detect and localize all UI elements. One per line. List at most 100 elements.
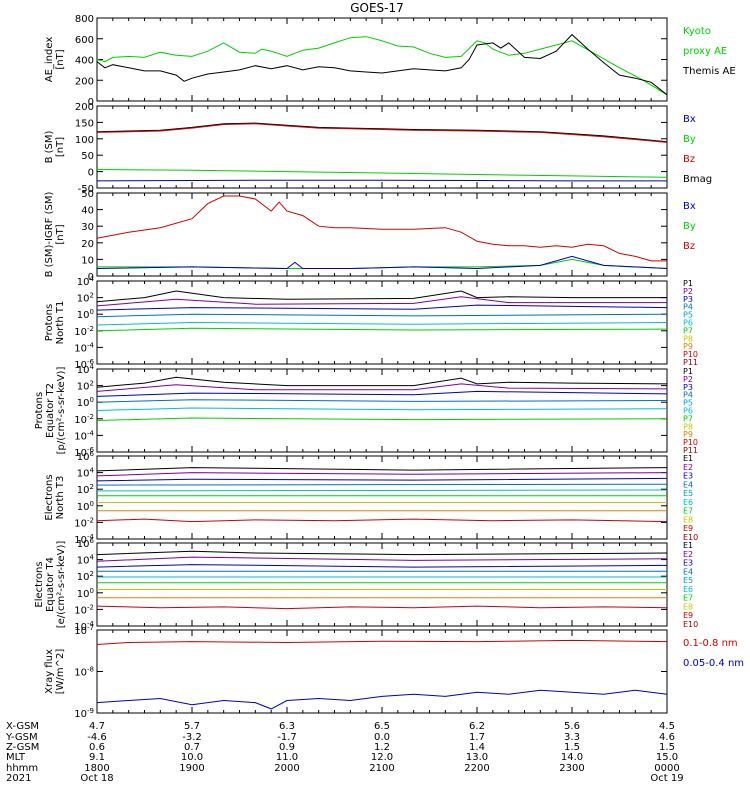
legend-entry-xray: 0.1-0.8 nm	[683, 638, 738, 649]
y-tick-label-electrons-t4: 106	[77, 537, 95, 550]
axis-cell: -1.7	[277, 732, 297, 743]
legend-entry-bsm: Bx	[683, 114, 696, 125]
y-axis-label-bdiff: [nT]	[55, 224, 66, 244]
axis-cell: 13.0	[466, 752, 488, 763]
axis-cell: Oct 19	[650, 773, 683, 784]
series-line-protons-t1-p1	[96, 290, 667, 303]
legend-entry-electrons-t4: E6	[683, 585, 693, 594]
axis-row-label: Y-GSM	[5, 732, 38, 743]
series-line-protons-t2-p4	[96, 399, 668, 403]
series-line-electrons-t3-e5	[96, 489, 668, 492]
y-tick-label-xray: 10-8	[74, 666, 94, 679]
legend-entry-protons-t2: P8	[683, 422, 693, 431]
legend-entry-protons-t1: P6	[683, 319, 693, 328]
axis-cell: 14.0	[561, 752, 583, 763]
series-line-electrons-t3-e4	[96, 483, 668, 486]
legend-entry-protons-t2: P2	[683, 375, 693, 384]
axis-cell: 5.7	[184, 721, 200, 732]
series-line-ae-themis-ae	[96, 33, 668, 96]
legend-entry-protons-t2: P10	[683, 438, 698, 447]
legend-entry-electrons-t3: E3	[683, 472, 693, 481]
y-tick-label-electrons-t4: 102	[77, 570, 94, 583]
series-line-xray-0-05-0-4-nm	[96, 689, 668, 710]
legend-entry-protons-t1: P5	[683, 311, 693, 320]
legend-entry-electrons-t3: E10	[683, 533, 698, 542]
legend-entry-electrons-t4: E9	[683, 611, 693, 620]
y-axis-label-protons-t1: North T1	[55, 301, 66, 345]
legend-entry-ae: proxy AE	[683, 46, 727, 57]
axis-cell: -3.2	[182, 732, 202, 743]
legend-entry-electrons-t3: E1	[683, 454, 693, 463]
y-tick-label-protons-t1: 10-6	[74, 358, 94, 371]
y-tick-label-ae: 200	[75, 76, 94, 87]
y-axis-label-ae: AE_index	[44, 37, 55, 83]
legend-entry-electrons-t3: E7	[683, 507, 693, 516]
legend-entry-bsm: Bmag	[683, 174, 712, 185]
y-tick-label-xray: 10-7	[74, 624, 94, 637]
axis-cell: 1800	[84, 763, 109, 774]
axis-cell: 6.5	[374, 721, 390, 732]
legend-entry-electrons-t3: E5	[683, 489, 693, 498]
legend-entry-electrons-t4: E4	[683, 567, 693, 576]
y-axis-label-ae: [nT]	[55, 49, 66, 69]
legend-entry-electrons-t3: E2	[683, 463, 693, 472]
y-tick-label-protons-t1: 104	[77, 275, 95, 288]
y-tick-label-bsm: 50	[81, 151, 94, 162]
legend-entry-protons-t1: P8	[683, 334, 693, 343]
axis-cell: 2300	[559, 763, 584, 774]
legend-entry-electrons-t4: E8	[683, 602, 693, 611]
y-tick-label-electrons-t3: 106	[77, 450, 95, 463]
axis-cell: 2100	[369, 763, 394, 774]
y-tick-label-protons-t2: 10-6	[74, 446, 94, 459]
series-line-bsm-bmag	[96, 122, 668, 143]
series-line-xray-0-1-0-8-nm	[96, 639, 668, 645]
axis-cell: 4.7	[89, 721, 105, 732]
legend-entry-protons-t1: P4	[683, 303, 693, 312]
axis-cell: Oct 18	[80, 773, 113, 784]
y-axis-label-bdiff: B (SM)-IGRF (SM)	[44, 192, 55, 278]
legend-entry-protons-t1: P3	[683, 295, 693, 304]
y-tick-label-electrons-t3: 104	[77, 467, 95, 480]
y-tick-label-electrons-t3: 10-4	[74, 533, 94, 546]
legend-entry-protons-t1: P9	[683, 342, 693, 351]
panel-frame-electrons-t4	[96, 542, 668, 627]
y-tick-label-protons-t1: 102	[77, 292, 94, 305]
legend-entry-electrons-t4: E1	[683, 541, 693, 550]
y-tick-label-electrons-t4: 100	[77, 587, 94, 600]
legend-entry-bdiff: Bx	[683, 201, 696, 212]
axis-cell: 0.0	[374, 732, 390, 743]
y-tick-label-bsm: 150	[75, 118, 94, 129]
y-tick-label-protons-t1: 10-4	[74, 341, 94, 354]
legend-entry-electrons-t3: E8	[683, 515, 693, 524]
y-tick-label-protons-t2: 10-4	[74, 429, 94, 442]
legend-entry-protons-t2: P5	[683, 399, 693, 408]
panel-frame-xray	[96, 629, 668, 714]
y-tick-label-bdiff: 20	[81, 239, 94, 250]
axis-cell: 15.0	[656, 752, 678, 763]
legend-entry-electrons-t3: E4	[683, 480, 693, 489]
axis-cell: 1.2	[374, 742, 390, 753]
y-axis-label-electrons-t4: Equator T4	[45, 557, 56, 612]
legend-entry-protons-t1: P1	[683, 279, 693, 288]
series-line-protons-t2-p1	[96, 376, 668, 388]
axis-cell: 1.4	[469, 742, 485, 753]
series-line-protons-t1-p4	[96, 313, 668, 318]
legend-entry-bdiff: Bz	[683, 241, 695, 252]
y-axis-label-xray: [W/m^2]	[55, 649, 66, 695]
legend-entry-xray: 0.05-0.4 nm	[683, 658, 744, 669]
legend-entry-protons-t1: P11	[683, 358, 698, 367]
legend-entry-protons-t1: P2	[683, 287, 693, 296]
series-line-electrons-t3-e3	[96, 477, 668, 482]
y-tick-label-electrons-t4: 10-4	[74, 620, 94, 633]
y-axis-label-protons-t2: Equator T2	[45, 383, 56, 438]
legend-entry-bdiff: By	[683, 221, 696, 232]
axis-cell: 9.1	[89, 752, 105, 763]
legend-entry-electrons-t4: E3	[683, 559, 693, 568]
y-tick-label-bdiff: 10	[81, 255, 94, 266]
series-line-protons-t2-p5	[96, 407, 668, 411]
axis-cell: 0.7	[184, 742, 200, 753]
y-tick-label-protons-t2: 102	[77, 380, 94, 393]
axis-cell: 6.2	[469, 721, 485, 732]
series-line-bdiff-bz	[96, 195, 667, 262]
